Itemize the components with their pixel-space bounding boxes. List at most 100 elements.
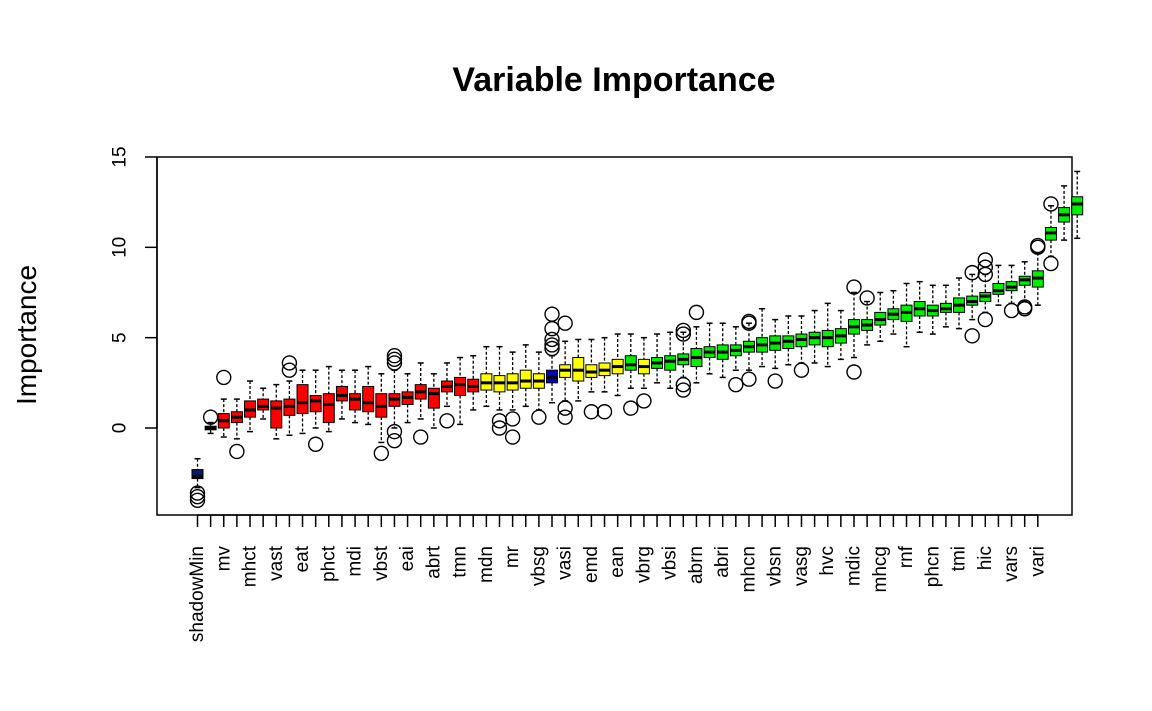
outlier-point (189, 492, 206, 508)
outlier-point (386, 432, 403, 449)
outlier-point (307, 436, 324, 452)
outlier-point (504, 411, 521, 427)
box-mdi (349, 369, 362, 424)
box-var-21 (467, 354, 480, 411)
box-body (624, 355, 637, 371)
x-category-label: mv (213, 546, 234, 572)
outlier-point (557, 315, 573, 331)
box-body (427, 387, 440, 409)
box-var-65 (1043, 196, 1059, 272)
outlier-point (216, 369, 232, 386)
box-var-41 (728, 326, 744, 393)
box-body (519, 369, 532, 389)
box-var-53 (887, 289, 900, 335)
outlier-point (636, 393, 652, 409)
box-tmi (953, 277, 966, 330)
x-category-label: abrn (686, 546, 707, 584)
box-tmn (454, 356, 467, 426)
box-mhcg (874, 291, 887, 343)
box-vbsg (531, 351, 547, 425)
box-var-25 (519, 344, 532, 408)
outlier-point (741, 315, 757, 331)
x-category-label: vast (266, 545, 287, 581)
outlier-point (544, 340, 560, 357)
box-body (664, 355, 677, 371)
box-rnf (900, 282, 913, 348)
outlier-point (977, 266, 993, 283)
box-hvc (821, 302, 834, 368)
outlier-point (977, 311, 993, 328)
box-var-59 (964, 264, 980, 344)
x-category-label: mhct (240, 545, 261, 587)
outlier-point (373, 445, 390, 461)
outlier-point (531, 409, 547, 425)
y-tick-label: 5 (110, 332, 131, 343)
x-category-label: mdn (476, 546, 497, 583)
plot-frame (156, 156, 1073, 516)
outlier-point (846, 364, 862, 380)
box-var-15 (386, 348, 403, 449)
x-category-label: vasi (555, 546, 576, 580)
box-body (992, 282, 1005, 295)
outlier-point (281, 355, 298, 371)
x-category-label: abrt (423, 545, 444, 578)
box-body (454, 376, 467, 396)
box-var-39 (703, 322, 716, 375)
outlier-point (675, 382, 692, 398)
box-body (191, 469, 204, 480)
outlier-point (964, 328, 980, 344)
x-category-label: rnf (896, 545, 917, 568)
outlier-point (504, 429, 521, 445)
x-category-label: mdic (844, 546, 865, 586)
outlier-point (1030, 237, 1046, 254)
box-eai (401, 373, 414, 424)
box-var-7 (281, 355, 298, 436)
y-tick-label: 10 (110, 237, 131, 258)
box-var-31 (596, 336, 613, 420)
box-var-35 (651, 333, 664, 384)
outlier-point (977, 259, 993, 275)
x-category-label: vbst (371, 545, 392, 581)
box-vbsi (664, 331, 677, 390)
outlier-point (544, 320, 560, 337)
x-category-label: mr (502, 545, 523, 568)
y-axis: 0 5 10 15 (110, 146, 158, 433)
outlier-point (688, 304, 705, 321)
box-var-3 (229, 398, 245, 460)
outlier-point (1043, 196, 1059, 212)
x-category-label: hvc (817, 546, 838, 576)
outlier-point (281, 362, 298, 378)
outlier-point (675, 376, 692, 393)
box-body (309, 394, 322, 413)
outlier-point (1043, 255, 1059, 272)
box-var-43 (756, 308, 769, 368)
box-hic (977, 252, 993, 328)
box-vari (1030, 237, 1046, 306)
box-abrt (427, 373, 440, 429)
box-body (257, 398, 270, 411)
outlier-point (202, 409, 219, 425)
box-var-13 (362, 365, 375, 426)
x-category-label: eai (397, 546, 418, 571)
box-var-67 (1071, 170, 1084, 240)
box-abri (716, 322, 729, 379)
box-var-5 (257, 387, 270, 420)
box-vasi (557, 315, 573, 425)
box-body (1071, 196, 1084, 216)
box-var-47 (808, 309, 821, 364)
box-var-57 (939, 284, 952, 328)
outlier-point (386, 348, 403, 364)
x-category-label: vari (1027, 546, 1048, 577)
y-tick-label: 0 (110, 423, 131, 434)
box-abrn (688, 304, 705, 384)
outlier-point (544, 306, 560, 322)
outlier-point (544, 331, 560, 348)
x-category-label: mhcn (738, 546, 759, 592)
outlier-point (596, 404, 613, 420)
box-mr (504, 351, 521, 445)
box-var-55 (913, 280, 926, 333)
outlier-point (964, 264, 980, 281)
x-category-label: vbsn (765, 546, 786, 586)
box-emd (583, 338, 600, 420)
